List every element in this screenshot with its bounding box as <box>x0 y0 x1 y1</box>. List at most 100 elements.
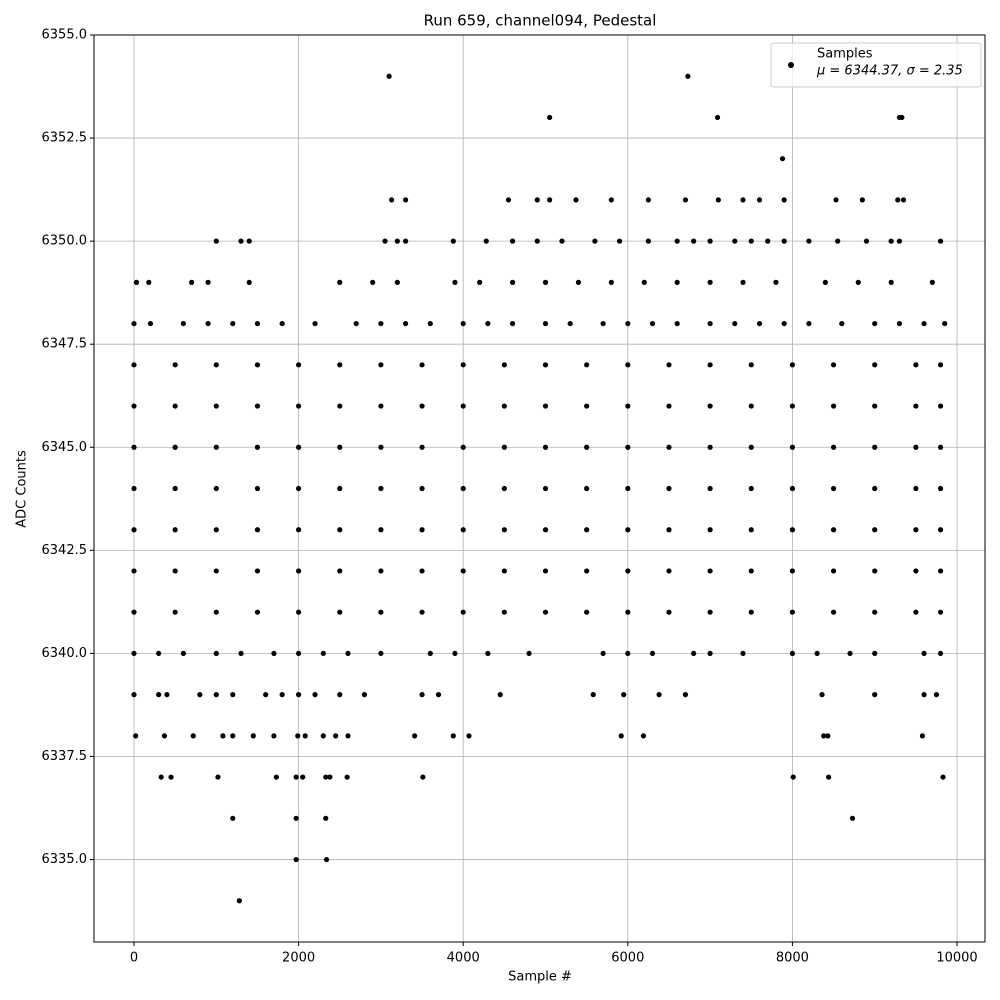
data-point <box>748 527 754 533</box>
data-point <box>419 485 425 492</box>
data-point <box>707 485 713 492</box>
data-point <box>707 527 713 533</box>
data-point <box>913 527 919 533</box>
data-point <box>806 238 812 244</box>
data-point <box>450 733 456 739</box>
data-point <box>378 444 384 450</box>
data-point <box>215 774 221 780</box>
data-point <box>732 238 738 244</box>
data-point <box>147 320 154 327</box>
data-point <box>872 568 878 574</box>
data-point <box>584 362 590 368</box>
data-point <box>542 403 549 409</box>
data-point <box>913 362 919 368</box>
data-point <box>937 609 944 615</box>
legend: Samples μ = 6344.37, σ = 2.35 <box>770 42 982 88</box>
data-point <box>205 320 211 327</box>
data-point <box>839 320 845 327</box>
data-point <box>172 362 178 368</box>
data-point <box>254 362 261 368</box>
data-point <box>919 733 926 739</box>
data-point <box>419 527 425 533</box>
data-point <box>859 197 865 203</box>
data-point <box>789 527 796 533</box>
data-point <box>621 692 627 698</box>
data-point <box>937 485 944 492</box>
data-point <box>872 362 878 368</box>
data-point <box>189 279 195 285</box>
data-point <box>213 403 219 409</box>
data-point <box>312 692 318 698</box>
data-point <box>542 279 549 285</box>
data-point <box>872 650 878 657</box>
data-point <box>337 609 343 615</box>
data-point <box>131 403 137 409</box>
data-point <box>584 568 590 574</box>
data-point <box>542 362 549 368</box>
data-point <box>830 527 837 533</box>
data-point <box>822 279 828 285</box>
data-point <box>509 238 516 244</box>
data-point <box>402 197 409 203</box>
data-point <box>707 444 713 450</box>
y-tick-label: 6345.0 <box>42 440 88 455</box>
data-point <box>460 362 466 368</box>
data-point <box>168 774 174 780</box>
data-point <box>913 609 919 615</box>
data-point <box>872 403 878 409</box>
data-point <box>213 362 219 368</box>
data-point <box>296 444 302 450</box>
data-point <box>666 362 672 368</box>
data-point <box>501 444 507 450</box>
data-point <box>263 692 269 698</box>
data-point <box>592 238 598 244</box>
data-point <box>790 774 796 780</box>
data-point <box>625 485 631 492</box>
data-point <box>691 238 697 244</box>
data-point <box>855 279 861 285</box>
data-point <box>872 485 878 492</box>
data-point <box>172 403 178 409</box>
data-point <box>509 320 516 327</box>
data-point <box>740 279 746 285</box>
data-point <box>542 609 549 615</box>
data-point <box>819 692 825 698</box>
data-point <box>942 320 948 327</box>
legend-label: Samples <box>817 47 873 62</box>
data-point <box>789 568 796 574</box>
data-point <box>213 527 219 533</box>
data-point <box>323 774 329 780</box>
data-point <box>682 692 689 698</box>
data-point <box>460 609 466 615</box>
y-tick-label: 6337.5 <box>42 749 88 764</box>
data-point <box>707 279 713 285</box>
data-point <box>213 238 219 244</box>
data-point <box>748 238 754 244</box>
data-point <box>900 197 907 203</box>
data-point <box>497 692 503 698</box>
data-point <box>707 320 713 327</box>
data-point <box>477 279 483 285</box>
data-point <box>625 403 631 409</box>
legend-box <box>770 42 982 88</box>
data-point <box>180 650 186 657</box>
data-point <box>542 320 549 327</box>
data-point <box>896 238 903 244</box>
data-point <box>296 485 302 492</box>
data-point <box>888 279 894 285</box>
data-point <box>542 485 549 492</box>
data-point <box>213 568 219 574</box>
data-point <box>180 320 186 327</box>
data-point <box>483 238 489 244</box>
data-point <box>302 733 308 739</box>
data-point <box>337 692 343 698</box>
data-point <box>230 692 236 698</box>
data-point <box>933 692 940 698</box>
data-point <box>505 197 512 203</box>
data-point <box>378 609 384 615</box>
data-point <box>323 815 329 821</box>
data-point <box>295 733 301 739</box>
data-point <box>608 197 614 203</box>
data-point <box>899 114 905 121</box>
